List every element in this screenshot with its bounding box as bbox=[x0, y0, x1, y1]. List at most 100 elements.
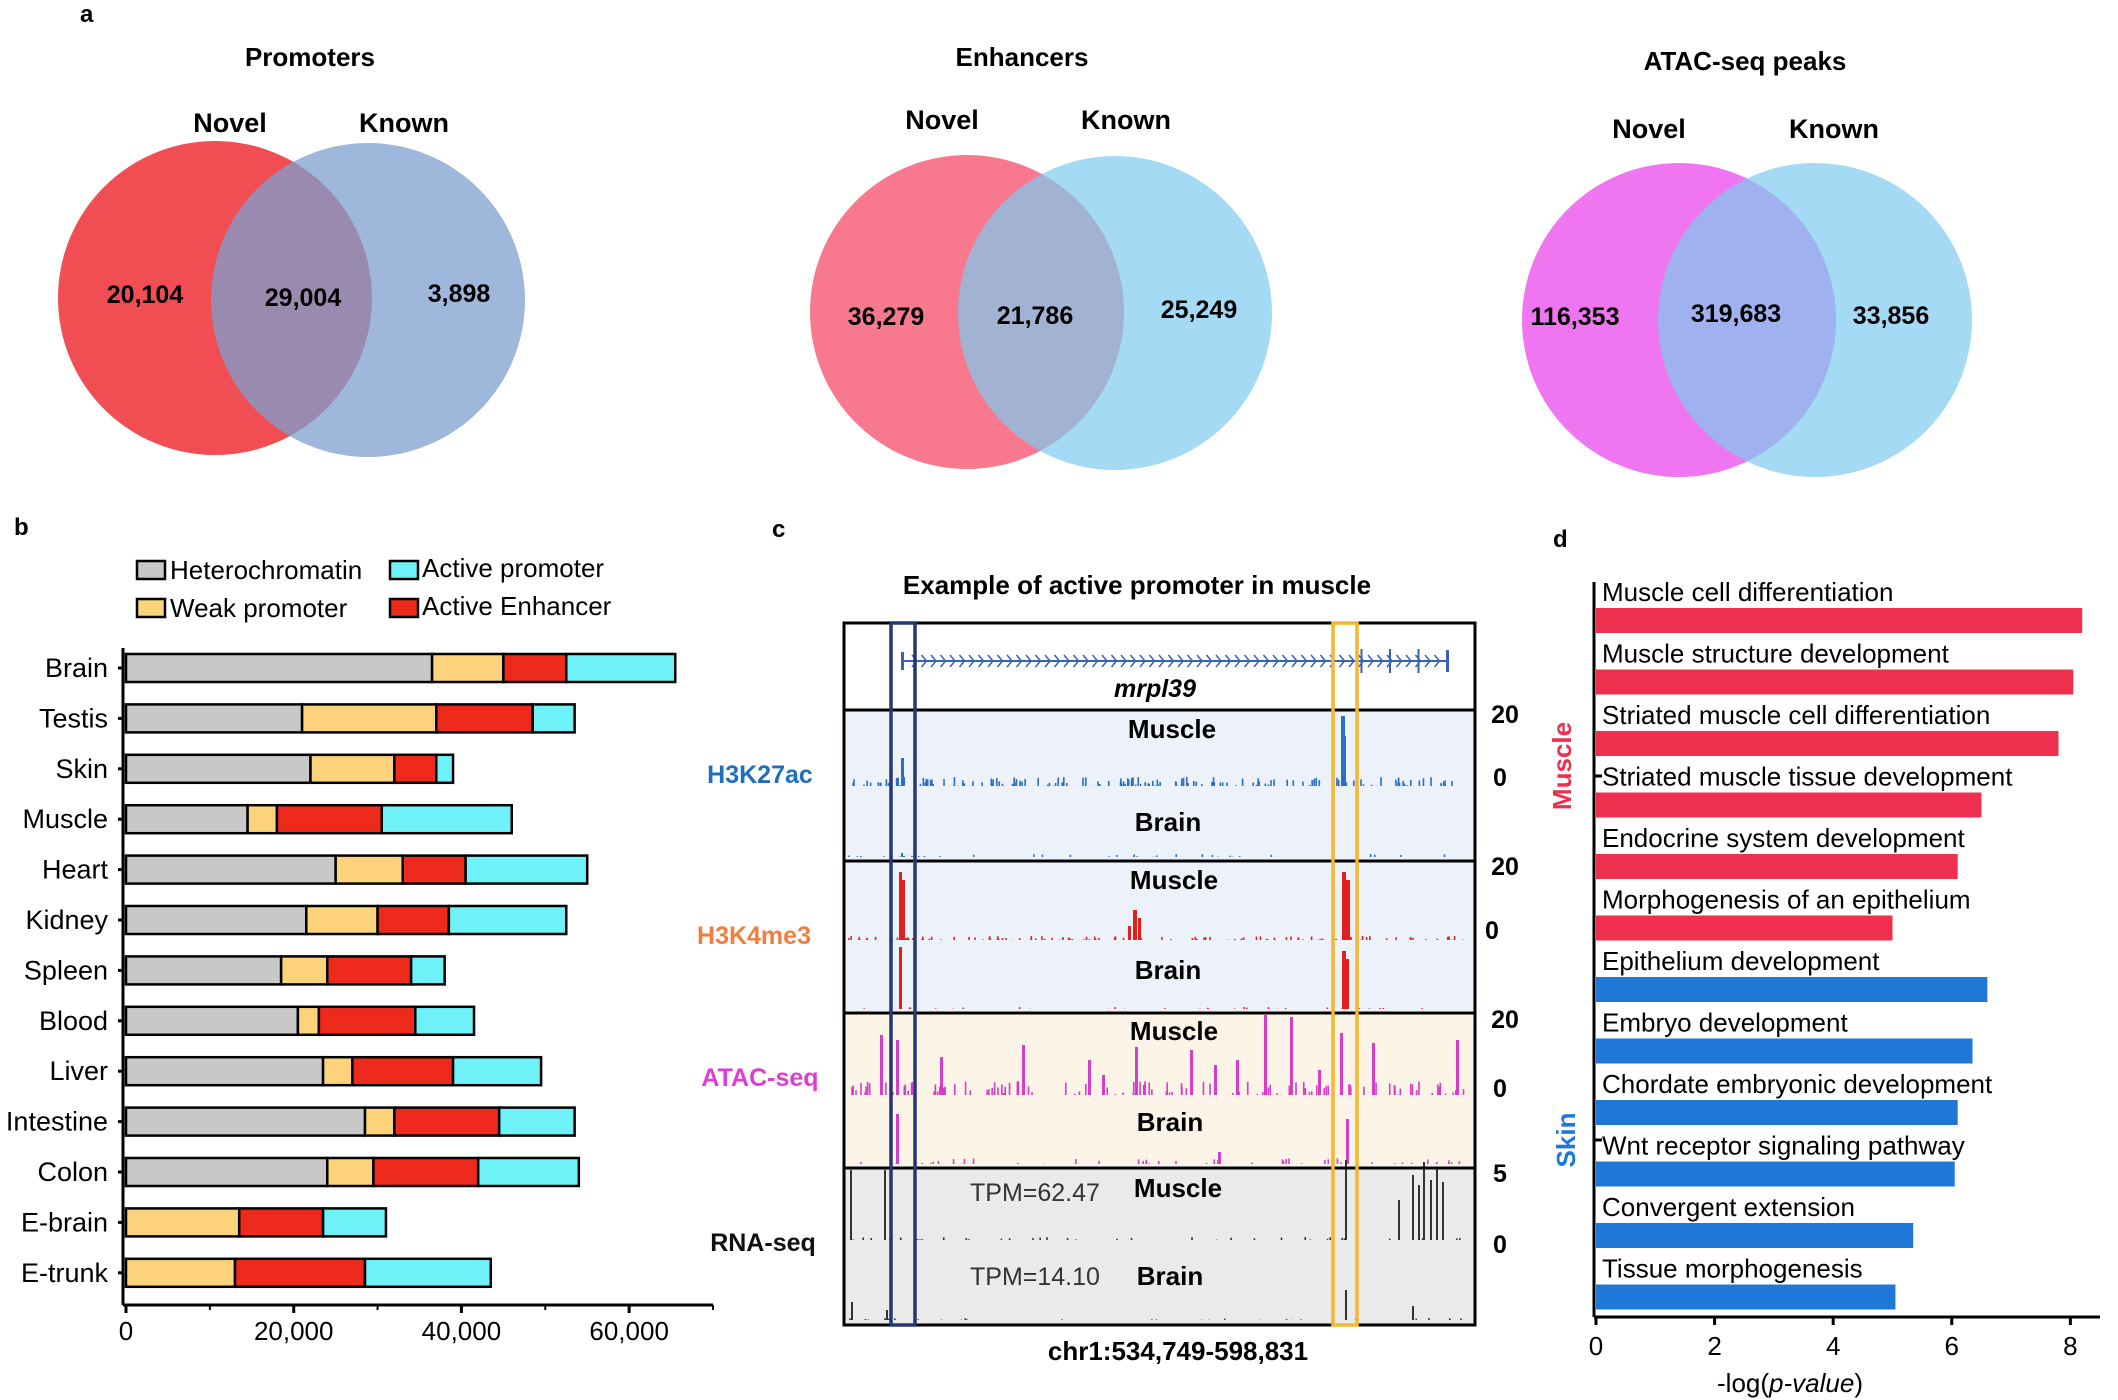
h3k27ac-muscle-noise-50 bbox=[925, 778, 928, 786]
b-category-label-skin: Skin bbox=[55, 754, 108, 784]
h3k27ac-muscle-noise-142 bbox=[1360, 779, 1362, 786]
h3k27ac-muscle-noise-81 bbox=[922, 777, 925, 786]
h3k4me3-muscle-noise-116 bbox=[1255, 936, 1258, 940]
gene-strand-mark-27 bbox=[1167, 654, 1175, 668]
b-bar-kidney-heterochromatin bbox=[124, 904, 308, 936]
h3k27ac-muscle-noise-26 bbox=[932, 783, 934, 786]
h3k4me3-muscle-noise-43 bbox=[928, 938, 931, 940]
atac-muscle-noise-119 bbox=[1327, 1085, 1329, 1095]
legend-label-weak-promoter: Weak promoter bbox=[170, 593, 348, 623]
atac-brain-noise-47 bbox=[1137, 1159, 1140, 1164]
h3k27ac-muscle-noise-30 bbox=[1440, 783, 1442, 786]
h3k27ac-muscle-noise-136 bbox=[1019, 780, 1021, 786]
d-bar-wnt-receptor-signaling-pathway bbox=[1596, 1161, 1955, 1187]
h3k4me3-muscle-noise-8 bbox=[1113, 937, 1116, 940]
rna-muscle-noise-13 bbox=[921, 1239, 924, 1240]
gene-strand-mark-3 bbox=[939, 654, 947, 668]
rna-muscle-peak-0 bbox=[850, 1170, 852, 1240]
d-bar-epithelium-development bbox=[1596, 977, 1988, 1002]
atac-muscle-noise-43 bbox=[865, 1086, 867, 1095]
rna-tpm-muscle: TPM=62.47 bbox=[970, 1179, 1100, 1207]
h3k27ac-muscle-noise-148 bbox=[1126, 778, 1129, 786]
h3k4me3-muscle-noise-105 bbox=[974, 937, 976, 940]
h3k4me3-muscle-noise-62 bbox=[874, 936, 877, 940]
h3k27ac-brain-noise-39 bbox=[972, 854, 975, 857]
rna-muscle-noise-2 bbox=[1343, 1238, 1346, 1240]
d-term-label-striated-muscle-tissue-development: Striated muscle tissue development bbox=[1602, 762, 2013, 792]
h3k27ac-muscle-noise-86 bbox=[1156, 779, 1159, 786]
atac-brain-noise-39 bbox=[1157, 1160, 1160, 1164]
rna-muscle-noise-23 bbox=[916, 1239, 919, 1240]
atac-brain-noise-17 bbox=[937, 1160, 940, 1164]
enrichment-x-ticks: 0 2 4 6 8 bbox=[1589, 1317, 2078, 1361]
h3k27ac-muscle-noise-151 bbox=[1001, 783, 1004, 786]
atac-brain-noise-46 bbox=[1148, 1163, 1150, 1164]
atac-muscle-noise-37 bbox=[1002, 1092, 1005, 1095]
atac-muscle-noise-91 bbox=[1418, 1081, 1420, 1095]
atac-muscle-noise-40 bbox=[1246, 1081, 1249, 1095]
b-bar-intestine-weak-promoter bbox=[363, 1106, 396, 1137]
atac-brain-noise-33 bbox=[1142, 1160, 1144, 1164]
h3k27ac-muscle-noise-24 bbox=[1221, 782, 1224, 786]
panel-label-d: d bbox=[1553, 526, 1568, 553]
rna-brain-noise-16 bbox=[1449, 1318, 1451, 1320]
gene-strand-mark-42 bbox=[1310, 654, 1317, 668]
atac-muscle-noise-62 bbox=[991, 1087, 993, 1095]
gene-strand-mark-21 bbox=[1110, 654, 1118, 668]
atac-brain-label: Brain bbox=[1137, 1107, 1203, 1137]
gene-strand-mark-11 bbox=[1015, 654, 1023, 668]
atac-muscle-noise-11 bbox=[1185, 1088, 1188, 1095]
h3k4me3-muscle-noise-17 bbox=[1203, 937, 1205, 940]
rna-muscle-peak-8 bbox=[1442, 1182, 1444, 1240]
atac-muscle-peak-13 bbox=[1102, 1075, 1105, 1095]
atac-muscle-peak-8 bbox=[1264, 1015, 1267, 1095]
h3k4me3-muscle-noise-50 bbox=[1088, 939, 1091, 940]
h3k4me3-muscle-noise-111 bbox=[920, 939, 923, 940]
h3k27ac-muscle-noise-124 bbox=[1302, 781, 1304, 786]
h3k27ac-muscle-noise-147 bbox=[1315, 777, 1317, 786]
h3k4me3-muscle-noise-31 bbox=[859, 939, 861, 940]
h3k27ac-brain-noise-20 bbox=[883, 856, 885, 857]
atac-muscle-noise-50 bbox=[1388, 1083, 1391, 1095]
h3k27ac-muscle-noise-45 bbox=[852, 782, 854, 786]
h3k27ac-muscle-noise-59 bbox=[1370, 784, 1373, 786]
h3k27ac-muscle-noise-95 bbox=[1395, 779, 1397, 786]
h3k27ac-muscle-noise-108 bbox=[1362, 784, 1365, 786]
h3k4me3-brain-noise-24 bbox=[1284, 1007, 1287, 1009]
rna-muscle-noise-27 bbox=[1039, 1237, 1042, 1240]
venn-atac-title: ATAC-seq peaks bbox=[1644, 46, 1847, 76]
atac-muscle-noise-113 bbox=[860, 1083, 862, 1095]
h3k4me3-muscle-noise-79 bbox=[1412, 937, 1414, 940]
atac-scale-max: 20 bbox=[1491, 1006, 1519, 1034]
b-bar-spleen-active-promoter bbox=[409, 955, 446, 986]
gene-strand-mark-34 bbox=[1234, 654, 1241, 668]
h3k27ac-muscle-noise-18 bbox=[1187, 783, 1189, 786]
h3k27ac-brain-noise-15 bbox=[1033, 854, 1035, 857]
h3k4me3-muscle-noise-56 bbox=[1062, 937, 1064, 940]
gene-exon-54 bbox=[1417, 649, 1420, 673]
h3k4me3-muscle-noise-47 bbox=[989, 939, 992, 940]
gene-strand-mark-15 bbox=[1053, 654, 1061, 668]
atac-muscle-peak-9 bbox=[1290, 1017, 1293, 1095]
b-bar-brain-active-enhancer bbox=[502, 652, 568, 684]
atac-brain-noise-49 bbox=[1145, 1159, 1148, 1164]
h3k4me3-muscle-noise-37 bbox=[905, 938, 908, 940]
h3k27ac-muscle-noise-91 bbox=[1451, 781, 1453, 786]
gene-strand-mark-54 bbox=[1424, 654, 1431, 668]
h3k4me3-muscle-noise-95 bbox=[1259, 936, 1262, 940]
d-x-axis-label-italic: p-value bbox=[1768, 1368, 1854, 1398]
h3k4me3-muscle-noise-91 bbox=[907, 937, 910, 940]
h3k27ac-muscle-noise-156 bbox=[1134, 784, 1137, 786]
h3k4me3-muscle-peak-6 bbox=[1128, 926, 1131, 940]
h3k27ac-muscle-noise-110 bbox=[1402, 780, 1404, 786]
gene-strand-mark-22 bbox=[1120, 654, 1127, 668]
h3k4me3-muscle-noise-48 bbox=[1265, 938, 1268, 940]
h3k27ac-muscle-noise-154 bbox=[1352, 780, 1355, 786]
h3k27ac-muscle-noise-104 bbox=[962, 780, 964, 786]
h3k4me3-muscle-noise-68 bbox=[940, 939, 942, 940]
h3k27ac-brain-noise-26 bbox=[917, 856, 920, 857]
h3k4me3-muscle-noise-21 bbox=[1170, 939, 1172, 940]
h3k4me3-muscle-noise-40 bbox=[1436, 938, 1439, 940]
rna-muscle-noise-11 bbox=[870, 1238, 873, 1240]
h3k27ac-muscle-noise-143 bbox=[1174, 781, 1177, 786]
